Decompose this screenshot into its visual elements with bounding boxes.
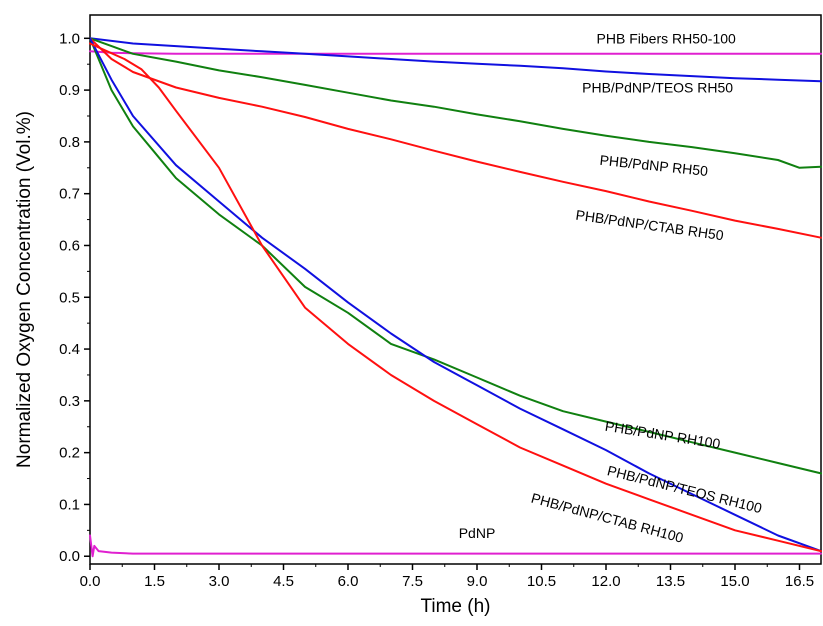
series-line-2 <box>89 37 822 169</box>
y-tick-label: 0.0 <box>59 548 80 565</box>
x-tick-label: 4.5 <box>273 573 294 590</box>
series-line-6 <box>89 42 822 553</box>
series-line-7 <box>89 534 822 558</box>
axes: 0.0 1.5 3.0 4.5 6.0 7.5 9.0 10.5 12.0 13.5 15.0 16.… <box>59 30 814 590</box>
plot-area <box>89 14 822 565</box>
y-tick-label: 0.9 <box>59 82 80 99</box>
y-axis-title: Normalized Oxygen Concentration (Vol.%) <box>14 111 35 468</box>
y-tick-label: 0.3 <box>59 393 80 410</box>
y-tick-label: 0.4 <box>59 341 80 358</box>
series-line-5 <box>89 37 822 553</box>
x-tick-label: 7.5 <box>402 573 423 590</box>
y-tick-label: 0.7 <box>59 186 80 203</box>
x-tick-label: 16.5 <box>785 573 814 590</box>
x-tick-label: 10.5 <box>527 573 556 590</box>
y-tick-label: 0.8 <box>59 134 80 151</box>
x-tick-label: 0.0 <box>80 573 101 590</box>
x-tick-label: 15.0 <box>720 573 749 590</box>
y-tick-label: 1.0 <box>59 30 80 47</box>
plot-frame <box>89 14 822 565</box>
x-tick-label: 13.5 <box>656 573 685 590</box>
series-line-1 <box>89 37 822 83</box>
series-label-1: PHB/PdNP/TEOS RH50 <box>582 80 733 96</box>
series-label-7: PdNP <box>459 525 496 541</box>
y-tick-label: 0.5 <box>59 289 80 306</box>
x-axis-title: Time (h) <box>420 596 490 617</box>
x-tick-label: 6.0 <box>338 573 359 590</box>
y-tick-label: 0.1 <box>59 496 80 513</box>
x-tick-label: 12.0 <box>591 573 620 590</box>
series-lines <box>89 37 822 558</box>
y-tick-label: 0.2 <box>59 445 80 462</box>
y-tick-label: 0.6 <box>59 237 80 254</box>
x-tick-label: 1.5 <box>144 573 165 590</box>
series-line-4 <box>89 37 822 475</box>
series-label-0: PHB Fibers RH50-100 <box>597 30 736 46</box>
x-tick-label: 9.0 <box>467 573 488 590</box>
series-line-3 <box>89 37 822 239</box>
x-tick-label: 3.0 <box>209 573 230 590</box>
